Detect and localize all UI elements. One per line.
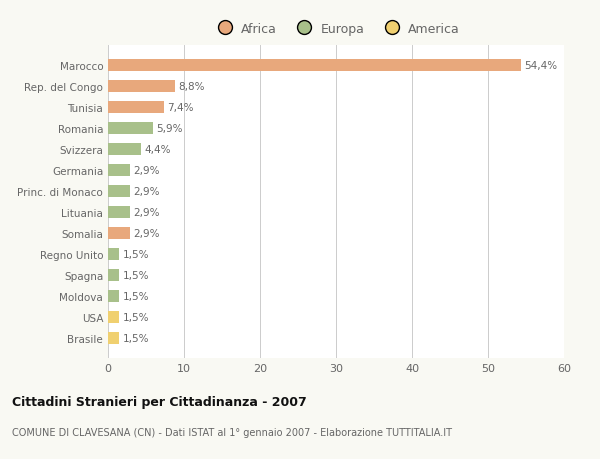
Bar [108,228,130,239]
Text: 54,4%: 54,4% [524,61,557,71]
Text: 1,5%: 1,5% [122,270,149,280]
Text: 1,5%: 1,5% [122,291,149,301]
Bar [108,291,119,302]
Text: 8,8%: 8,8% [178,82,205,92]
Bar [108,332,119,344]
Text: 5,9%: 5,9% [156,123,182,134]
Bar [108,165,130,176]
Text: 1,5%: 1,5% [122,333,149,343]
Text: 2,9%: 2,9% [133,186,160,196]
Bar [108,207,130,218]
Text: 2,9%: 2,9% [133,207,160,218]
Text: 1,5%: 1,5% [122,312,149,322]
Text: 4,4%: 4,4% [145,145,171,155]
Bar [108,186,130,197]
Text: 7,4%: 7,4% [167,103,194,113]
Text: Cittadini Stranieri per Cittadinanza - 2007: Cittadini Stranieri per Cittadinanza - 2… [12,395,307,408]
Text: COMUNE DI CLAVESANA (CN) - Dati ISTAT al 1° gennaio 2007 - Elaborazione TUTTITAL: COMUNE DI CLAVESANA (CN) - Dati ISTAT al… [12,427,452,437]
Bar [108,123,153,134]
Text: 2,9%: 2,9% [133,166,160,175]
Text: 2,9%: 2,9% [133,229,160,238]
Bar [108,249,119,260]
Bar [108,102,164,113]
Legend: Africa, Europa, America: Africa, Europa, America [207,18,465,41]
Bar [108,60,521,72]
Bar [108,269,119,281]
Text: 1,5%: 1,5% [122,249,149,259]
Bar [108,311,119,323]
Bar [108,81,175,93]
Bar [108,144,142,155]
